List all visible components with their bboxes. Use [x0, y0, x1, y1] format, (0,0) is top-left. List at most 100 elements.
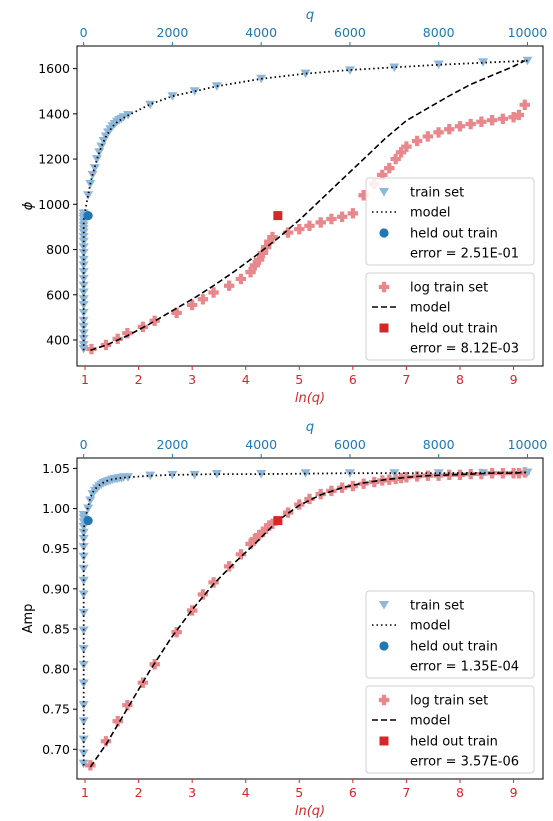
log-train-point: [260, 523, 272, 534]
legend-label: error = 2.51E-01: [410, 247, 519, 262]
legend-label: error = 1.35E-04: [410, 660, 519, 675]
y-axis-title: ϕ: [21, 201, 36, 210]
model-q-line: [82, 59, 528, 351]
train-point: [123, 473, 134, 482]
legend-train-marker: [379, 188, 389, 197]
log-train-point: [171, 626, 182, 638]
x-bottom-tick-label: 2: [135, 372, 143, 387]
legend-box-2: log train set model held out train error = …: [365, 272, 535, 361]
legend-label: held out train: [410, 227, 498, 242]
log-train-point: [395, 147, 407, 158]
train-point: [89, 164, 100, 173]
legend-label: train set: [410, 599, 464, 614]
train-point: [78, 735, 89, 745]
log-train-point: [245, 266, 256, 278]
log-train-point: [171, 307, 182, 319]
legend-frame: [365, 272, 535, 361]
y-tick-label: 1200: [38, 152, 70, 167]
log-train-point: [257, 247, 269, 259]
x-bottom-tick-label: 8: [456, 372, 464, 387]
log-train-point: [444, 124, 455, 135]
x-bottom-tick-label: 7: [402, 372, 410, 387]
legend-log-train-marker: [378, 694, 390, 706]
x-bottom-axis-title: ln(q): [295, 804, 325, 819]
legend-box-1: train set model held out train error = 1.35…: [365, 590, 535, 679]
log-train-point: [411, 135, 423, 147]
legend-held-out-marker: [379, 228, 389, 238]
legend-box-1: train set model held out train error = 2.51…: [365, 177, 535, 266]
x-top-tick-label: 10000: [508, 437, 548, 452]
x-top-tick-label: 0: [80, 437, 88, 452]
x-top-tick-label: 8000: [423, 437, 455, 452]
model-q-line: [82, 471, 528, 766]
log-train-point: [401, 141, 412, 152]
train-point: [189, 470, 200, 480]
log-train-point: [223, 280, 235, 291]
train-point: [78, 626, 89, 636]
x-top-tick-label: 6000: [334, 25, 366, 40]
legend-label: error = 8.12E-03: [410, 342, 519, 357]
legend-train-marker: [379, 601, 389, 610]
y-tick-label: 1.00: [42, 501, 70, 516]
data-layer: [78, 56, 533, 355]
x-bottom-tick-label: 6: [349, 372, 357, 387]
train-point: [433, 60, 444, 70]
train-point: [78, 243, 89, 252]
train-point: [433, 469, 444, 478]
x-top-tick-label: 2000: [157, 25, 189, 40]
legend-frame: [365, 685, 535, 774]
legend-label: model: [410, 206, 450, 221]
train-point: [78, 261, 89, 270]
x-top-tick-label: 4000: [245, 25, 277, 40]
train-point: [167, 92, 178, 101]
log-train-point: [267, 518, 278, 530]
legend-label: model: [410, 714, 450, 729]
train-point: [83, 191, 94, 200]
log-train-point: [186, 299, 198, 311]
log-train-point: [257, 526, 269, 538]
log-train-point: [260, 242, 272, 253]
held-out-log-point: [273, 211, 283, 221]
train-point: [78, 576, 89, 586]
legend-label: train set: [410, 186, 464, 201]
x-bottom-tick-label: 9: [510, 372, 518, 387]
log-train-point: [401, 472, 412, 483]
x-bottom-tick-label: 9: [510, 785, 518, 800]
train-point: [91, 155, 102, 164]
legend-held-out-marker: [379, 641, 389, 651]
chart-panel-2: 0.70 0.75 0.80 0.85 0.90 0.95 1.00 1.05 1 2 3 4 5 6 7 8…: [21, 420, 547, 819]
held-out-log-point: [273, 516, 283, 526]
x-top-tick-label: 8000: [423, 25, 455, 40]
legend-held-out-marker: [379, 736, 389, 746]
log-train-point: [249, 260, 261, 271]
train-point: [78, 749, 89, 758]
model-log-line: [90, 59, 526, 351]
x-top-axis-title: q: [306, 8, 314, 23]
x-bottom-tick-label: 2: [135, 785, 143, 800]
log-train-point: [223, 561, 235, 572]
log-train-point: [253, 529, 265, 541]
log-train-point: [304, 493, 315, 505]
log-train-point: [486, 114, 498, 126]
x-bottom-tick-label: 8: [456, 785, 464, 800]
train-point: [145, 100, 156, 110]
log-train-point: [235, 549, 247, 560]
y-tick-label: 400: [46, 332, 70, 347]
log-train-point: [519, 99, 530, 110]
data-layer: [78, 467, 533, 771]
y-tick-label: 1400: [38, 106, 70, 121]
y-axis-title: Amp: [21, 604, 36, 634]
y-tick-label: 1.05: [42, 461, 70, 476]
train-point: [78, 543, 89, 552]
legend-label: error = 3.57E-06: [410, 755, 519, 770]
legend-label: held out train: [410, 735, 498, 750]
legend-label: log train set: [410, 281, 488, 296]
log-train-point: [497, 113, 509, 125]
train-point: [78, 329, 89, 338]
log-train-point: [112, 716, 123, 727]
train-point: [78, 608, 89, 618]
log-train-point: [390, 153, 401, 165]
log-train-point: [422, 131, 434, 142]
log-train-point: [444, 469, 455, 481]
